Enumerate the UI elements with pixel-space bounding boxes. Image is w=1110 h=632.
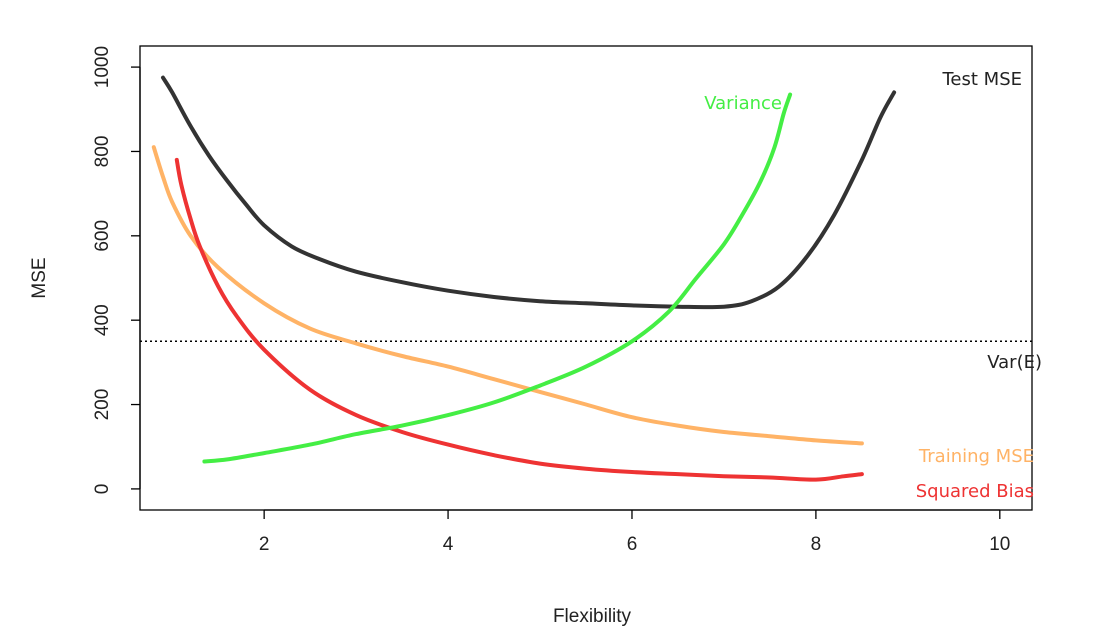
training-mse-curve [151, 145, 864, 446]
squared-bias-curve [174, 157, 864, 482]
variance-label: Variance [704, 93, 782, 114]
y-tick-label: 0 [92, 484, 113, 495]
y-tick-label: 1000 [92, 46, 113, 88]
x-axis-title: Flexibility [553, 606, 632, 627]
x-tick-label: 10 [989, 534, 1010, 555]
y-tick-label: 800 [92, 136, 113, 168]
var-e-label: Var(E) [987, 352, 1042, 373]
x-tick-label: 6 [627, 534, 638, 555]
squared-bias-label: Squared Bias [916, 481, 1034, 502]
axes: 2 4 6 8 10 0 200 400 600 800 1000 [92, 46, 1010, 555]
x-tick-label: 4 [443, 534, 454, 555]
y-tick-label: 400 [92, 304, 113, 336]
variance-curve [202, 92, 793, 464]
test-mse-curve [161, 75, 897, 310]
training-mse-label: Training MSE [918, 446, 1034, 467]
y-tick-label: 200 [92, 389, 113, 421]
y-tick-label: 600 [92, 220, 113, 252]
test-mse-label: Test MSE [942, 69, 1023, 90]
curves [151, 75, 897, 482]
y-axis-title: MSE [29, 257, 50, 298]
x-tick-label: 2 [259, 534, 270, 555]
x-tick-label: 8 [811, 534, 822, 555]
plot-frame [139, 45, 1033, 511]
